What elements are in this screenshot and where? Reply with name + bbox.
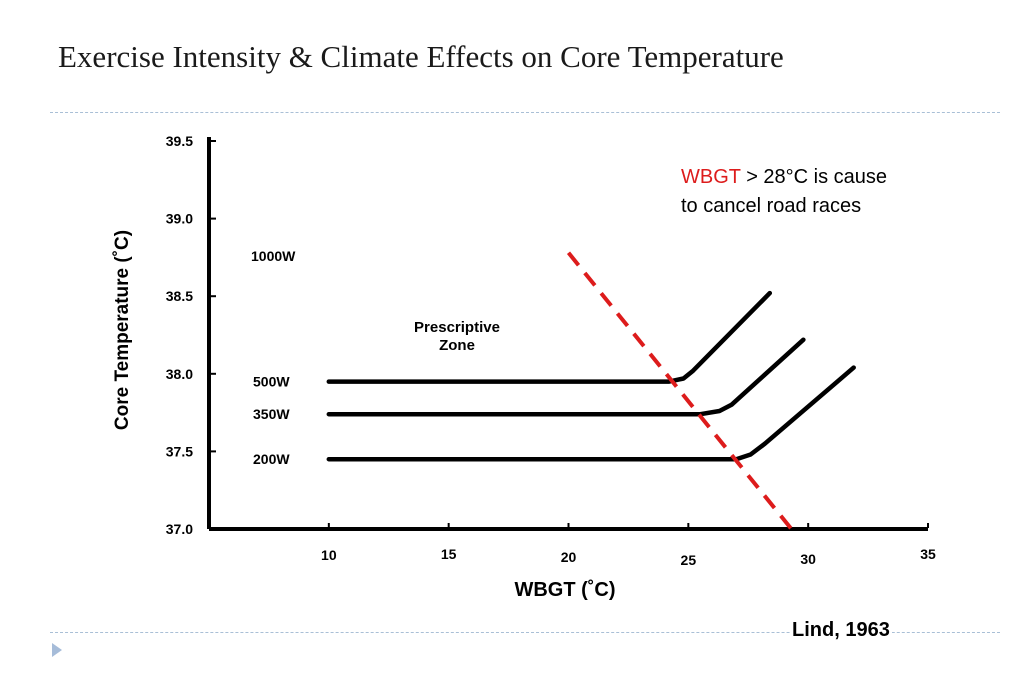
footer-divider — [50, 632, 1000, 633]
y-tick-label: 38.5 — [166, 288, 193, 304]
y-tick-label: 39.0 — [166, 211, 193, 227]
x-tick-label: 10 — [321, 547, 337, 563]
bullet-arrow-icon — [52, 643, 62, 657]
citation: Lind, 1963 — [790, 619, 892, 642]
series-label-500w: 500W — [253, 374, 290, 390]
prescriptive-zone-line: Zone — [439, 337, 475, 354]
title-divider — [50, 112, 1000, 113]
series-label-200w: 200W — [253, 451, 290, 467]
annotation-line-1: WBGT > 28°C is cause — [681, 166, 887, 188]
series-line-350w — [326, 337, 806, 417]
y-tick-label: 37.0 — [166, 521, 193, 537]
slide-title: Exercise Intensity & Climate Effects on … — [58, 39, 784, 74]
y-tick-label: 37.5 — [166, 443, 193, 459]
x-tick-label: 30 — [800, 551, 816, 567]
annotation-highlight: WBGT — [681, 166, 741, 188]
x-tick-label: 25 — [681, 552, 697, 568]
wbgt-threshold-line — [566, 251, 793, 531]
prescriptive-zone-line: Prescriptive — [414, 319, 500, 336]
x-axis-title: WBGT (˚C) — [514, 578, 615, 601]
annotation-line-2: to cancel road races — [681, 195, 861, 217]
y-axis-title: Core Temperature (˚C) — [112, 230, 133, 430]
y-tick-label: 38.0 — [166, 366, 193, 382]
series-line-500w — [326, 290, 773, 384]
x-tick-label: 15 — [441, 546, 457, 562]
x-tick-label: 35 — [920, 546, 936, 562]
series-label-350w: 350W — [253, 406, 290, 422]
prescriptive-zone-label: Prescriptive Zone — [414, 319, 500, 354]
y-tick-label: 39.5 — [166, 133, 193, 149]
series-label-1000w: 1000W — [251, 248, 296, 264]
x-tick-label: 20 — [561, 549, 577, 565]
series-line-200w — [326, 365, 856, 462]
annotation-rest: > 28°C is cause — [741, 166, 887, 188]
